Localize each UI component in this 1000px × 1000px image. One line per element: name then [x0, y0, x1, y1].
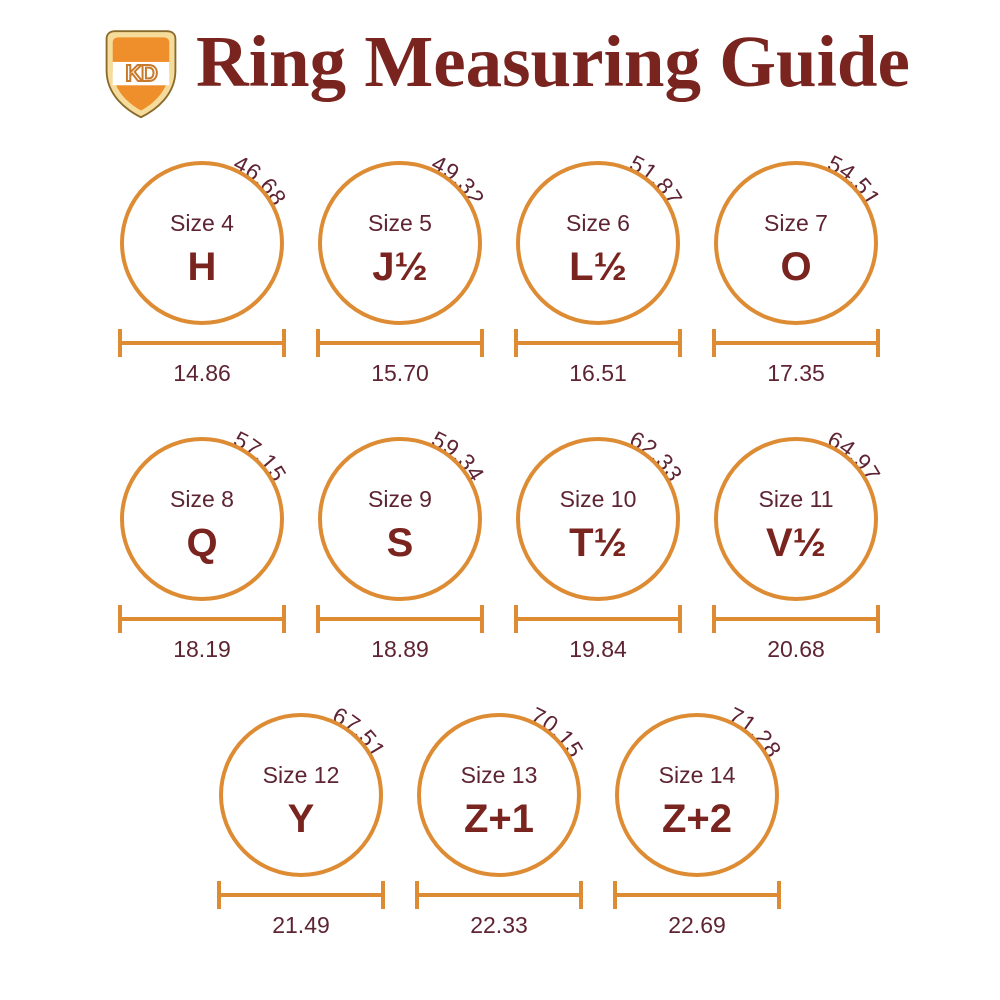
svg-text:51.87: 51.87 [626, 150, 688, 210]
svg-text:49.32: 49.32 [428, 150, 490, 210]
svg-text:59.34: 59.34 [428, 426, 490, 486]
svg-text:62.33: 62.33 [626, 426, 688, 486]
svg-text:57.15: 57.15 [230, 426, 292, 486]
svg-text:71.28: 71.28 [725, 702, 787, 762]
svg-text:67.51: 67.51 [329, 702, 391, 762]
svg-text:70.15: 70.15 [527, 702, 589, 762]
svg-text:54.51: 54.51 [824, 150, 886, 210]
svg-text:64.97: 64.97 [824, 426, 886, 486]
svg-text:46.68: 46.68 [230, 150, 292, 210]
